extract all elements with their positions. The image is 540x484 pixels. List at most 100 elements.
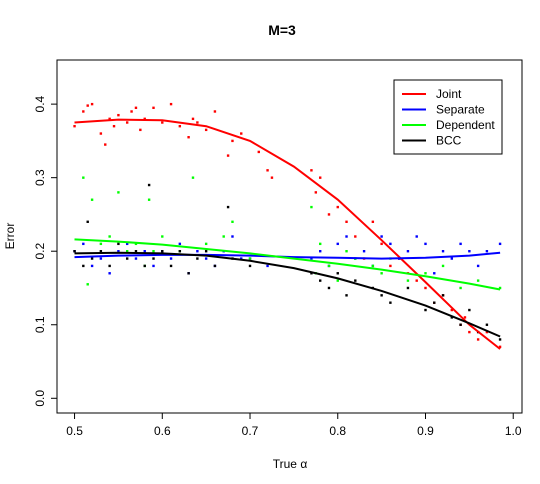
point-bcc: [169, 264, 173, 268]
point-separate: [108, 272, 111, 275]
point-joint: [319, 176, 322, 179]
curve-joint: [74, 118, 501, 350]
point-joint: [86, 104, 89, 107]
point-bcc: [204, 250, 208, 253]
point-dependent: [231, 220, 234, 223]
point-joint: [424, 286, 427, 290]
point-bcc: [345, 294, 348, 297]
x-tick-label: 0.7: [242, 424, 259, 438]
point-dependent: [108, 235, 111, 238]
plot-area: [56, 59, 523, 414]
point-dependent: [248, 257, 252, 260]
point-dependent: [327, 264, 331, 268]
point-separate: [319, 250, 322, 253]
point-dependent: [99, 242, 103, 246]
point-separate: [345, 235, 348, 238]
point-joint: [117, 113, 120, 117]
point-joint: [226, 154, 230, 157]
point-separate: [90, 264, 94, 268]
point-dependent: [345, 250, 348, 253]
point-joint: [82, 110, 85, 113]
point-bcc: [498, 338, 502, 341]
point-bcc: [82, 264, 85, 268]
point-separate: [433, 272, 436, 275]
point-joint: [354, 235, 357, 238]
point-joint: [187, 136, 190, 139]
legend-label-dependent: Dependent: [436, 118, 495, 132]
point-bcc: [433, 301, 436, 304]
y-tick-label: 0.3: [33, 169, 47, 186]
legend-label-joint: Joint: [436, 87, 462, 101]
legend-label-bcc: BCC: [436, 134, 462, 148]
point-joint: [336, 205, 339, 209]
point-dependent: [222, 235, 225, 238]
point-dependent: [498, 286, 502, 290]
x-tick-label: 0.5: [66, 424, 83, 438]
point-separate: [134, 257, 138, 260]
point-joint: [415, 279, 418, 282]
point-joint: [73, 124, 76, 128]
point-dependent: [191, 176, 195, 179]
point-joint: [380, 242, 383, 246]
point-bcc: [99, 250, 103, 253]
point-bcc: [187, 272, 190, 275]
point-bcc: [354, 279, 357, 282]
point-joint: [371, 220, 375, 223]
point-joint: [257, 150, 260, 154]
point-bcc: [108, 264, 111, 268]
point-dependent: [406, 279, 410, 282]
point-bcc: [441, 294, 445, 297]
point-separate: [117, 250, 120, 253]
point-bcc: [213, 264, 217, 268]
point-separate: [178, 242, 182, 246]
point-bcc: [248, 264, 252, 268]
point-bcc: [389, 301, 392, 304]
point-joint: [270, 176, 274, 179]
point-dependent: [152, 250, 155, 253]
point-separate: [498, 242, 502, 246]
point-joint: [130, 110, 133, 113]
point-separate: [389, 242, 392, 246]
point-separate: [169, 257, 173, 260]
point-dependent: [134, 242, 138, 246]
point-separate: [406, 250, 410, 253]
curve-bcc: [74, 251, 501, 338]
point-dependent: [147, 198, 151, 201]
point-joint: [139, 128, 142, 132]
curve-separate: [74, 251, 501, 260]
point-separate: [476, 264, 480, 268]
point-separate: [196, 250, 199, 253]
point-separate: [380, 235, 383, 238]
point-bcc: [424, 308, 427, 312]
y-axis-label: Error: [3, 223, 17, 250]
point-joint: [463, 316, 467, 319]
point-dependent: [125, 250, 129, 253]
point-bcc: [125, 257, 129, 260]
legend-box: [393, 79, 503, 155]
point-dependent: [117, 191, 120, 194]
point-joint: [99, 132, 103, 135]
point-dependent: [90, 198, 94, 201]
point-separate: [450, 257, 454, 260]
point-separate: [240, 257, 243, 260]
y-tick-label: 0.0: [33, 390, 47, 407]
point-joint: [314, 191, 318, 194]
point-joint: [152, 106, 155, 110]
point-bcc: [117, 242, 120, 246]
point-separate: [125, 242, 129, 246]
point-bcc: [450, 316, 454, 319]
point-separate: [231, 235, 234, 238]
point-separate: [415, 235, 418, 238]
point-dependent: [336, 279, 339, 282]
point-separate: [485, 250, 489, 253]
point-joint: [134, 106, 138, 110]
chart-title: M=3: [268, 22, 296, 38]
point-joint: [213, 110, 217, 113]
point-joint: [266, 169, 269, 172]
point-bcc: [380, 294, 383, 297]
x-axis-label: True α: [273, 457, 308, 471]
point-separate: [310, 257, 313, 260]
point-dependent: [459, 286, 462, 290]
